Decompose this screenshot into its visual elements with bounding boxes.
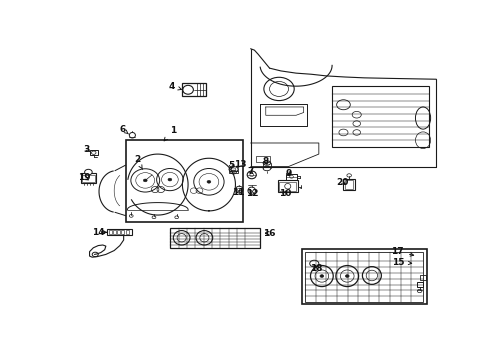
Text: 20: 20 [335, 178, 348, 187]
Text: 13: 13 [233, 160, 246, 169]
Bar [416, 282, 422, 287]
Text: 16: 16 [262, 229, 274, 238]
Ellipse shape [168, 178, 171, 181]
Text: 6: 6 [119, 125, 128, 134]
Bar [89, 150, 98, 155]
Text: 15: 15 [391, 258, 411, 267]
Bar [256, 156, 269, 162]
Bar [343, 179, 354, 190]
Text: 4: 4 [168, 82, 181, 91]
Bar [305, 252, 423, 302]
Text: 8: 8 [262, 157, 268, 166]
Bar [170, 228, 260, 248]
Text: 18: 18 [309, 264, 322, 273]
Ellipse shape [84, 169, 92, 175]
Text: 14: 14 [92, 228, 107, 237]
Text: 17: 17 [390, 247, 413, 256]
Text: 1: 1 [164, 126, 176, 141]
Text: 7: 7 [247, 167, 253, 176]
Ellipse shape [206, 180, 210, 183]
Bar [82, 175, 95, 183]
Text: 19: 19 [78, 173, 91, 182]
Bar [301, 249, 426, 304]
Bar [109, 230, 112, 234]
Bar [277, 180, 297, 192]
Bar [125, 140, 243, 222]
Bar [331, 86, 428, 147]
Bar [101, 231, 103, 233]
Bar [117, 230, 120, 234]
Ellipse shape [319, 275, 323, 278]
Text: 2: 2 [134, 155, 142, 169]
Bar [125, 230, 128, 234]
Bar [121, 230, 124, 234]
Bar [81, 174, 96, 183]
Bar [181, 84, 206, 96]
Bar [228, 171, 238, 174]
Text: 11: 11 [232, 188, 244, 197]
Ellipse shape [143, 179, 147, 182]
Bar [107, 229, 132, 235]
Text: 5: 5 [227, 161, 234, 170]
Text: 10: 10 [278, 189, 290, 198]
Bar [344, 180, 353, 189]
Bar [285, 174, 296, 180]
Text: 12: 12 [246, 189, 258, 198]
Ellipse shape [345, 275, 348, 278]
Text: 9: 9 [285, 169, 291, 178]
Bar [419, 275, 425, 280]
Bar [279, 181, 296, 191]
Bar [113, 230, 116, 234]
Text: 3: 3 [83, 145, 90, 154]
